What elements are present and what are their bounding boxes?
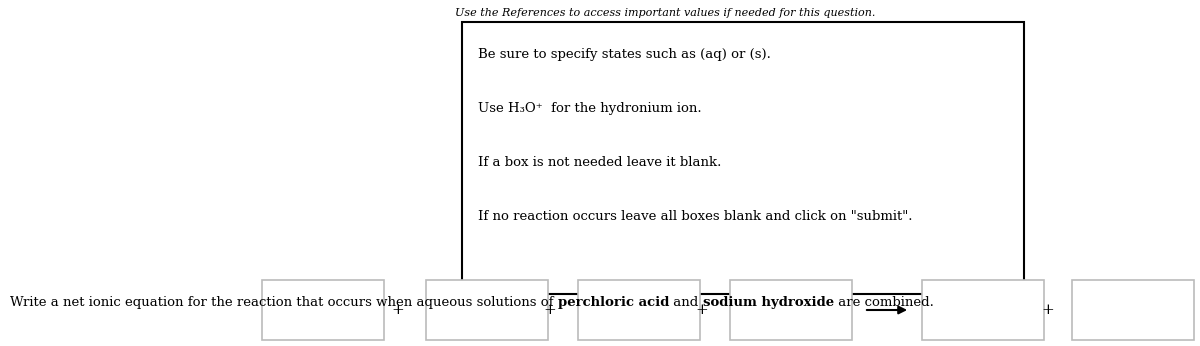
Bar bbox=[1072, 280, 1194, 340]
Bar bbox=[922, 280, 1044, 340]
Text: If a box is not needed leave it blank.: If a box is not needed leave it blank. bbox=[478, 156, 721, 169]
Text: +: + bbox=[544, 303, 557, 317]
Text: perchloric acid: perchloric acid bbox=[558, 296, 670, 309]
Text: +: + bbox=[1042, 303, 1055, 317]
Text: Use H₃O⁺  for the hydronium ion.: Use H₃O⁺ for the hydronium ion. bbox=[478, 102, 702, 115]
Bar bbox=[730, 280, 852, 340]
Bar bbox=[462, 22, 1024, 294]
Text: Be sure to specify states such as (aq) or (s).: Be sure to specify states such as (aq) o… bbox=[478, 48, 770, 61]
Text: are combined.: are combined. bbox=[834, 296, 934, 309]
Bar bbox=[262, 280, 384, 340]
Text: and: and bbox=[670, 296, 703, 309]
Text: Write a net ionic equation for the reaction that occurs when aqueous solutions o: Write a net ionic equation for the react… bbox=[10, 296, 558, 309]
Text: +: + bbox=[391, 303, 404, 317]
Text: sodium hydroxide: sodium hydroxide bbox=[703, 296, 834, 309]
Text: If no reaction occurs leave all boxes blank and click on "submit".: If no reaction occurs leave all boxes bl… bbox=[478, 210, 912, 223]
Bar bbox=[426, 280, 548, 340]
Text: Use the References to access important values if needed for this question.: Use the References to access important v… bbox=[455, 8, 875, 18]
Bar bbox=[578, 280, 700, 340]
Text: +: + bbox=[696, 303, 708, 317]
